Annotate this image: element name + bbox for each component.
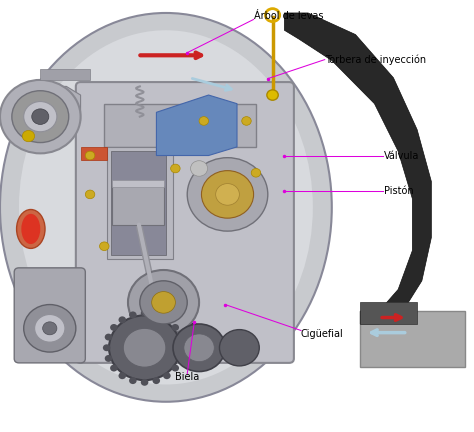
Text: Pistón: Pistón [384, 186, 413, 196]
Polygon shape [360, 311, 465, 367]
Bar [104, 104, 256, 147]
Bar [111, 151, 166, 255]
Circle shape [128, 270, 199, 335]
Circle shape [199, 117, 209, 125]
Circle shape [187, 158, 268, 231]
Circle shape [267, 90, 278, 100]
Circle shape [179, 344, 186, 351]
Circle shape [109, 315, 180, 380]
Circle shape [152, 292, 175, 313]
Circle shape [24, 305, 76, 352]
Text: Árbol de levas: Árbol de levas [254, 11, 323, 22]
Circle shape [173, 324, 225, 372]
Circle shape [191, 161, 208, 176]
Polygon shape [40, 69, 90, 80]
Bar [107, 147, 173, 259]
Circle shape [32, 109, 49, 124]
Circle shape [172, 365, 179, 372]
Polygon shape [40, 86, 81, 130]
Circle shape [0, 80, 81, 153]
Bar [112, 186, 164, 225]
Circle shape [177, 334, 184, 340]
Circle shape [216, 184, 239, 205]
Circle shape [140, 281, 187, 324]
Circle shape [141, 379, 148, 386]
Circle shape [163, 316, 171, 323]
Circle shape [177, 355, 184, 362]
Polygon shape [156, 95, 237, 156]
FancyBboxPatch shape [76, 82, 294, 363]
Circle shape [12, 91, 69, 143]
Circle shape [100, 242, 109, 251]
Polygon shape [284, 13, 431, 324]
Circle shape [153, 377, 160, 384]
Circle shape [251, 168, 261, 177]
Circle shape [118, 316, 126, 323]
Circle shape [172, 324, 179, 331]
Circle shape [110, 324, 118, 331]
Circle shape [22, 130, 35, 142]
Text: Válvula: Válvula [384, 151, 419, 162]
Circle shape [219, 330, 259, 366]
Circle shape [105, 355, 112, 362]
Circle shape [85, 190, 95, 199]
Circle shape [141, 310, 148, 317]
Circle shape [153, 311, 160, 318]
Circle shape [35, 314, 65, 342]
Polygon shape [81, 147, 107, 160]
Ellipse shape [0, 13, 332, 402]
Circle shape [123, 328, 166, 367]
Circle shape [105, 334, 112, 340]
Bar [112, 180, 164, 187]
Circle shape [24, 102, 57, 132]
Ellipse shape [19, 30, 313, 384]
Circle shape [163, 372, 171, 379]
Text: Cigüefial: Cigüefial [301, 328, 344, 339]
Ellipse shape [21, 214, 40, 244]
Circle shape [129, 377, 137, 384]
Circle shape [184, 334, 214, 362]
Text: Torbera de inyección: Torbera de inyección [325, 54, 426, 65]
Circle shape [43, 322, 57, 335]
Circle shape [129, 311, 137, 318]
Polygon shape [360, 302, 417, 324]
Ellipse shape [17, 210, 45, 248]
Circle shape [171, 164, 180, 173]
Circle shape [103, 344, 110, 351]
Circle shape [242, 117, 251, 125]
Polygon shape [145, 315, 199, 328]
Circle shape [110, 365, 118, 372]
FancyBboxPatch shape [14, 268, 85, 363]
Circle shape [118, 372, 126, 379]
Circle shape [85, 151, 95, 160]
Text: Biela: Biela [175, 372, 200, 382]
Circle shape [201, 171, 254, 218]
